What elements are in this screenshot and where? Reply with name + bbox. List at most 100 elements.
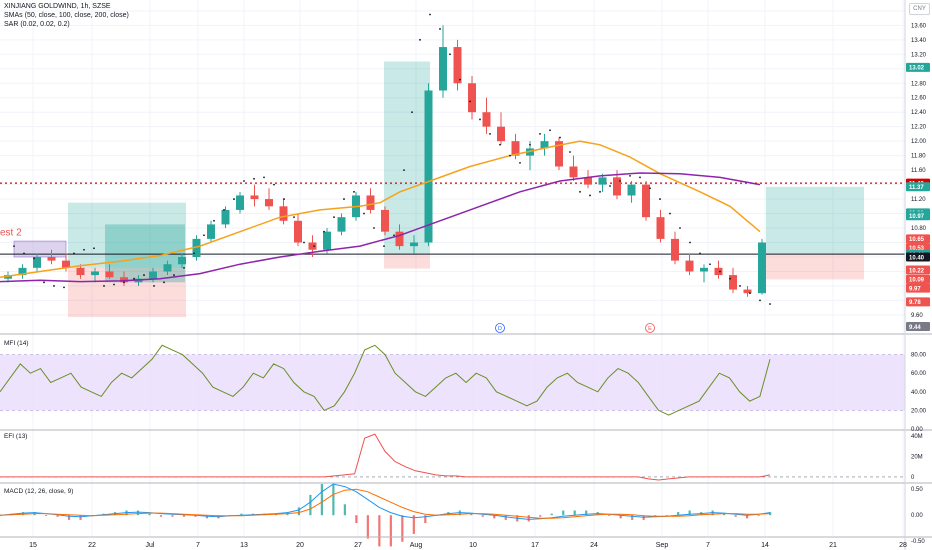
sar-indicator-label[interactable]: SAR (0.02, 0.02, 0.2) xyxy=(4,21,70,28)
candle-body xyxy=(33,256,41,268)
sar-dot xyxy=(263,176,265,179)
candle-body xyxy=(381,209,389,232)
trade-target-zone[interactable] xyxy=(68,202,186,268)
price-badge[interactable] xyxy=(906,252,930,262)
event-marker[interactable] xyxy=(495,323,505,333)
price-badge-label: 10.09 xyxy=(909,278,925,284)
price-tick-label: 9.60 xyxy=(911,313,923,319)
price-badge-label: 9.78 xyxy=(909,300,921,306)
efi-tick-label: 0 xyxy=(911,475,915,481)
price-badge[interactable] xyxy=(906,265,930,275)
candle-body xyxy=(207,224,215,239)
candle-body xyxy=(221,209,230,225)
sar-dot xyxy=(449,53,451,56)
candle-body xyxy=(236,195,244,210)
sar-dot xyxy=(749,292,751,295)
price-badge[interactable] xyxy=(906,274,930,284)
price-badge[interactable] xyxy=(906,182,930,192)
price-badge-label: 9.44 xyxy=(909,325,921,331)
price-badge[interactable] xyxy=(906,297,930,307)
sar-dot xyxy=(133,277,135,280)
sar-dot xyxy=(639,176,641,179)
sar-dot xyxy=(153,285,155,287)
sar-dot xyxy=(689,241,691,244)
macd-histogram-bar xyxy=(412,515,415,534)
macd-histogram-bar xyxy=(366,515,369,539)
sar-dot xyxy=(143,274,145,276)
candle-body xyxy=(294,220,302,243)
sar-dot xyxy=(599,190,601,193)
sar-dot xyxy=(429,13,431,16)
macd-histogram-bar xyxy=(297,507,301,516)
price-badge[interactable] xyxy=(906,234,930,244)
efi-pane-label[interactable]: EFI (13) xyxy=(4,433,28,440)
trade-target-zone[interactable] xyxy=(384,61,430,255)
trade-stop-zone[interactable] xyxy=(68,267,186,318)
candle-body xyxy=(743,289,752,294)
price-badge[interactable] xyxy=(906,62,930,72)
trade-target-zone[interactable] xyxy=(766,186,864,255)
macd-histogram-bar xyxy=(470,513,473,516)
price-badge[interactable] xyxy=(906,211,930,221)
macd-tick-label: 0.00 xyxy=(911,513,923,519)
trade-boxes[interactable]: est 2 xyxy=(0,61,864,318)
macd-histogram-bar xyxy=(378,515,381,547)
candle-body xyxy=(468,83,476,113)
currency-badge[interactable]: CNY xyxy=(909,3,930,15)
candle-body xyxy=(279,206,288,221)
candles xyxy=(4,25,766,297)
sar-dot xyxy=(243,180,245,182)
mfi-tick-label: 0.00 xyxy=(911,427,923,433)
candle-body xyxy=(337,217,346,232)
event-marker[interactable] xyxy=(645,323,655,333)
candle-body xyxy=(265,199,273,207)
trade-stop-zone[interactable] xyxy=(766,254,864,280)
sar-dot xyxy=(549,129,551,132)
macd-pane-label[interactable]: MACD (12, 26, close, 9) xyxy=(4,488,74,495)
price-badge-label: 10.65 xyxy=(909,237,925,243)
mfi-pane-label[interactable]: MFI (14) xyxy=(4,340,29,347)
mfi-tick-label: 80.00 xyxy=(911,353,927,359)
price-tick-label: 12.80 xyxy=(911,81,927,87)
price-badge-label: 10.97 xyxy=(909,214,925,220)
time-axis[interactable]: 15 22 Jul 7 13 20 27 Aug 10 17 24 Sep 7 14 21 28 xyxy=(29,542,907,549)
sar-dot xyxy=(499,143,501,146)
macd-histogram-bar xyxy=(320,484,323,516)
sar-dot xyxy=(93,247,95,250)
accumulation-zone[interactable] xyxy=(105,224,185,283)
macd-histogram-bar xyxy=(573,510,576,516)
candle-body xyxy=(729,275,737,290)
sar-dot xyxy=(303,241,305,244)
price-axis[interactable]: 9.609.8010.0010.2010.4010.6010.8011.0011… xyxy=(906,9,930,545)
sar-dot xyxy=(479,118,481,121)
sma-indicator-label[interactable]: SMAs (50, close, 100, close, 200, close) xyxy=(4,12,129,19)
candle-body xyxy=(91,271,99,276)
sar-dot xyxy=(539,133,541,135)
sar-dot xyxy=(439,28,441,30)
macd-line xyxy=(0,483,771,520)
sar-dot xyxy=(709,263,711,266)
trade-stop-zone[interactable] xyxy=(384,254,430,269)
sar-dot xyxy=(719,270,721,273)
highlight-box[interactable] xyxy=(13,240,67,258)
macd-histogram-bar xyxy=(665,515,668,516)
time-tick-label: 27 xyxy=(354,542,362,549)
candle-body xyxy=(18,267,27,276)
macd-histogram-bar xyxy=(481,515,484,517)
time-tick-label: 20 xyxy=(296,542,304,549)
sar-dot xyxy=(649,187,651,190)
macd-histogram-bar xyxy=(21,512,25,516)
levels[interactable] xyxy=(0,182,905,255)
macd-histogram-bar xyxy=(539,515,542,517)
candle-body xyxy=(62,260,70,268)
sar-dot xyxy=(193,252,195,255)
event-marker-label: D xyxy=(498,326,502,332)
macd-histogram-bar xyxy=(44,515,48,516)
time-tick-label: 24 xyxy=(590,542,598,549)
price-badge[interactable] xyxy=(906,321,930,331)
price-badge[interactable] xyxy=(906,283,930,293)
candle-body xyxy=(395,231,404,247)
